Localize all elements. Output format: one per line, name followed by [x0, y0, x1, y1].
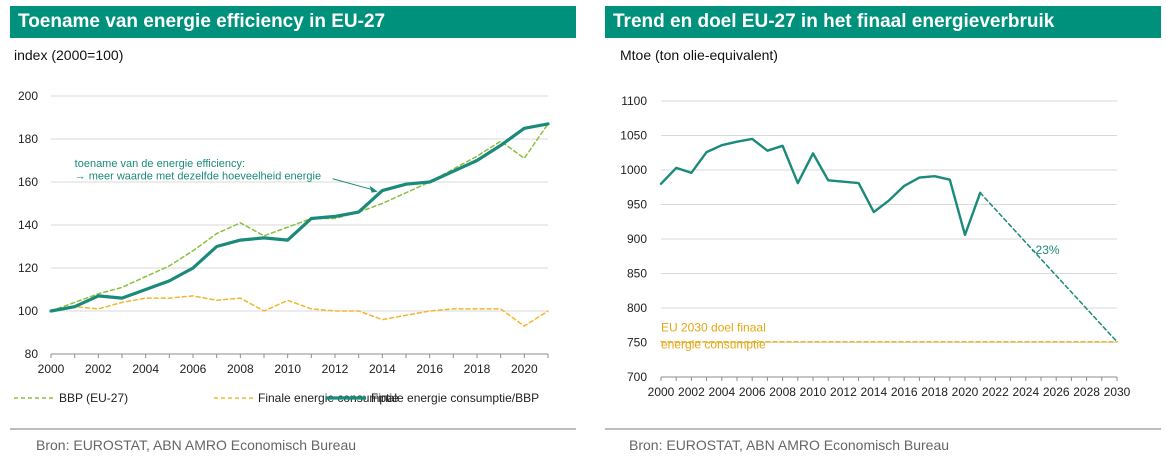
right-y-tick-label: 700	[627, 370, 647, 384]
right-chart-title: Trend en doel EU-27 in het finaal energi…	[605, 6, 1161, 38]
left-y-tick-label: 160	[18, 175, 38, 189]
right-x-tick-label: 2002	[678, 385, 705, 399]
left-x-tick-label: 2006	[180, 362, 207, 376]
right-chart-unit-label: Mtoe (ton olie-equivalent)	[620, 47, 778, 63]
left-x-tick-label: 2008	[227, 362, 254, 376]
right-y-tick-label: 850	[627, 267, 647, 281]
right-x-tick-label: 2016	[891, 385, 918, 399]
left-chart-unit-label: index (2000=100)	[14, 47, 124, 63]
right-x-tick-label: 2018	[921, 385, 948, 399]
right-annotation-target-label: EU 2030 doel finaal	[661, 320, 766, 334]
left-chart-svg: 80 100 120 140 160 180 200 2000 2002 2004 2006 2008…	[14, 89, 550, 405]
right-y-tick-label: 750	[627, 336, 647, 350]
left-x-tick-label: 2020	[511, 362, 538, 376]
right-series-line-1	[979, 192, 1118, 343]
right-y-tick-label: 900	[627, 232, 647, 246]
right-annotation-pct: -23%	[1032, 243, 1060, 257]
left-x-tick-label: 2018	[464, 362, 491, 376]
left-source-divider	[10, 428, 576, 430]
left-series-line-1	[50, 295, 549, 327]
right-y-tick-label: 950	[627, 198, 647, 212]
left-annotation-text: toename van de energie efficiency:	[75, 158, 245, 170]
right-chart-panel: Trend en doel EU-27 in het finaal energi…	[605, 0, 1166, 458]
left-y-tick-label: 100	[18, 304, 38, 318]
right-x-tick-label: 2028	[1073, 385, 1100, 399]
left-series-line-0	[50, 123, 549, 312]
right-x-tick-label: 2000	[648, 385, 675, 399]
left-y-tick-label: 80	[25, 347, 39, 361]
left-chart-title: Toename van energie efficiency in EU-27	[10, 6, 576, 38]
left-x-tick-label: 2004	[132, 362, 159, 376]
left-y-tick-label: 180	[18, 132, 38, 146]
left-legend-label-0: BBP (EU-27)	[59, 391, 128, 405]
left-x-tick-label: 2016	[416, 362, 443, 376]
right-x-tick-label: 2004	[708, 385, 735, 399]
left-chart-panel: Toename van energie efficiency in EU-27 …	[0, 0, 577, 458]
right-x-tick-label: 2022	[982, 385, 1009, 399]
left-legend-label-2: Finale energie consumptie/BBP	[371, 391, 539, 405]
right-x-tick-label: 2008	[769, 385, 796, 399]
right-y-tick-label: 1000	[620, 163, 647, 177]
right-x-tick-label: 2020	[952, 385, 979, 399]
right-y-tick-label: 800	[627, 301, 647, 315]
left-y-tick-label: 120	[18, 261, 38, 275]
right-chart-source: Bron: EUROSTAT, ABN AMRO Economisch Bure…	[629, 437, 950, 453]
right-x-tick-label: 2024	[1012, 385, 1039, 399]
left-annotation-arrowhead	[369, 185, 378, 193]
right-y-tick-label: 1100	[621, 94, 647, 108]
left-x-tick-label: 2012	[322, 362, 349, 376]
left-x-tick-label: 2000	[38, 362, 65, 376]
left-chart-source: Bron: EUROSTAT, ABN AMRO Economisch Bure…	[36, 437, 357, 453]
right-x-tick-label: 2014	[860, 385, 887, 399]
left-annotation-text: → meer waarde met dezelfde hoeveelheid e…	[75, 171, 321, 183]
right-x-tick-label: 2006	[739, 385, 766, 399]
right-series-line-0	[659, 137, 982, 237]
left-annotation-arrow-line	[332, 178, 373, 191]
left-x-tick-label: 2010	[274, 362, 301, 376]
right-x-tick-label: 2010	[800, 385, 827, 399]
left-y-tick-label: 140	[18, 218, 38, 232]
right-source-divider	[605, 428, 1161, 430]
right-x-tick-label: 2026	[1043, 385, 1070, 399]
left-series-line-2	[49, 122, 550, 313]
right-x-tick-label: 2012	[830, 385, 857, 399]
right-annotation-target-label: energie consumptie	[661, 338, 766, 352]
right-y-tick-label: 1050	[620, 129, 647, 143]
left-y-tick-label: 200	[18, 89, 38, 103]
right-x-tick-label: 2030	[1104, 385, 1131, 399]
left-x-tick-label: 2014	[369, 362, 396, 376]
left-x-tick-label: 2002	[85, 362, 112, 376]
